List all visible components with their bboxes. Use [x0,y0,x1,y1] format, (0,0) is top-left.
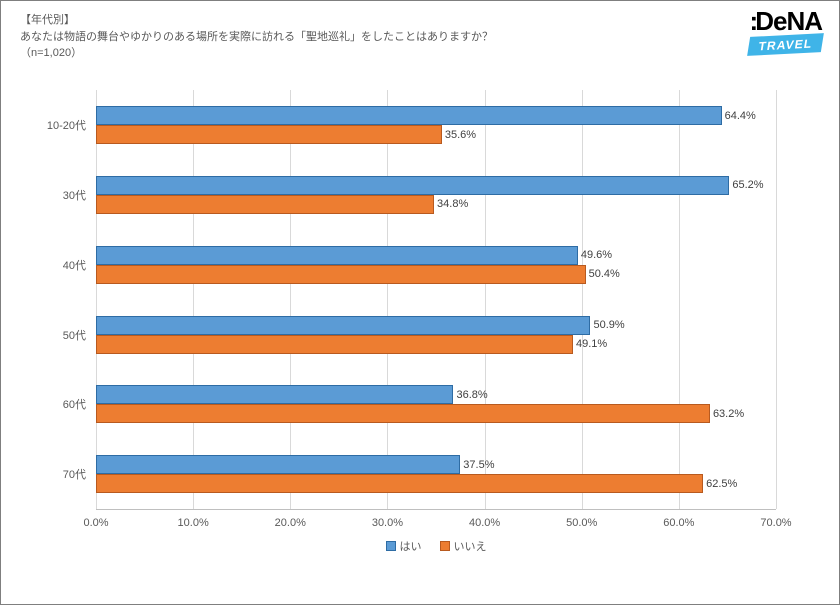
bar-no: 49.1% [96,335,573,354]
y-label: 30代 [63,187,86,203]
title-line-1: 【年代別】 [20,12,820,29]
bar-value-label: 35.6% [445,129,476,141]
y-label: 40代 [63,257,86,273]
category-group: 10-20代64.4%35.6% [96,106,776,144]
bar-value-label: 62.5% [706,478,737,490]
gridline [485,90,486,509]
title-block: 【年代別】 あなたは物語の舞台やゆかりのある場所を実際に訪れる「聖地巡礼」をした… [20,12,820,62]
bar-yes: 65.2% [96,176,729,195]
title-line-3: （n=1,020） [20,45,820,62]
logo-main: :DeNA [749,6,822,37]
bar-yes: 37.5% [96,455,460,474]
y-label: 10-20代 [47,117,86,133]
category-group: 50代50.9%49.1% [96,316,776,354]
bar-no: 63.2% [96,404,710,423]
header: 【年代別】 あなたは物語の舞台やゆかりのある場所を実際に訪れる「聖地巡礼」をした… [20,12,820,62]
gridline [582,90,583,509]
gridline [290,90,291,509]
bar-value-label: 49.1% [576,338,607,350]
logo-travel: TRAVEL [747,33,824,56]
bar-yes: 36.8% [96,385,453,404]
x-tick: 60.0% [663,517,694,529]
legend-swatch-yes [386,541,396,551]
legend-label-yes: はい [400,538,422,554]
bar-value-label: 36.8% [456,389,487,401]
bar-value-label: 63.2% [713,408,744,420]
legend-label-no: いいえ [454,538,487,554]
legend-item-no: いいえ [440,538,487,554]
bar-value-label: 50.4% [589,268,620,280]
gridline [776,90,777,509]
bar-value-label: 50.9% [593,319,624,331]
title-line-2: あなたは物語の舞台やゆかりのある場所を実際に訪れる「聖地巡礼」をしたことはありま… [20,29,820,46]
bar-value-label: 65.2% [732,179,763,191]
x-tick: 30.0% [372,517,403,529]
gridline [96,90,97,509]
bar-value-label: 37.5% [463,459,494,471]
x-tick: 50.0% [566,517,597,529]
bar-value-label: 34.8% [437,198,468,210]
bar-yes: 64.4% [96,106,722,125]
bar-no: 50.4% [96,265,586,284]
legend-item-yes: はい [386,538,422,554]
gridline [387,90,388,509]
y-label: 70代 [63,466,86,482]
x-tick: 70.0% [760,517,791,529]
bar-no: 35.6% [96,125,442,144]
gridline [193,90,194,509]
category-group: 30代65.2%34.8% [96,176,776,214]
bar-no: 34.8% [96,195,434,214]
x-tick: 0.0% [83,517,108,529]
legend-swatch-no [440,541,450,551]
category-group: 60代36.8%63.2% [96,385,776,423]
plot: 0.0%10.0%20.0%30.0%40.0%50.0%60.0%70.0%1… [96,90,776,510]
x-tick: 20.0% [275,517,306,529]
dena-logo: :DeNA TRAVEL [749,6,822,54]
bar-yes: 49.6% [96,246,578,265]
y-label: 60代 [63,396,86,412]
category-group: 70代37.5%62.5% [96,455,776,493]
x-tick: 10.0% [178,517,209,529]
y-label: 50代 [63,327,86,343]
bar-value-label: 49.6% [581,249,612,261]
category-group: 40代49.6%50.4% [96,246,776,284]
chart-area: 0.0%10.0%20.0%30.0%40.0%50.0%60.0%70.0%1… [96,90,776,510]
legend: はい いいえ [96,538,776,554]
bar-no: 62.5% [96,474,703,493]
x-tick: 40.0% [469,517,500,529]
bar-value-label: 64.4% [725,110,756,122]
bar-yes: 50.9% [96,316,590,335]
gridline [679,90,680,509]
